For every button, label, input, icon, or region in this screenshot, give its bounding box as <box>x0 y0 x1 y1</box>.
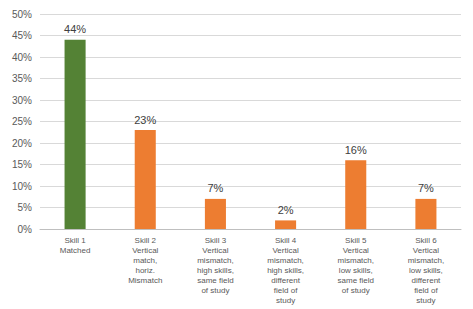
svg-text:0%: 0% <box>18 224 33 235</box>
svg-text:50%: 50% <box>12 9 32 20</box>
svg-text:15%: 15% <box>12 159 32 170</box>
svg-text:Mismatch: Mismatch <box>128 276 162 285</box>
svg-text:25%: 25% <box>12 116 32 127</box>
svg-text:mismatch,: mismatch, <box>338 256 374 265</box>
svg-text:mismatch,: mismatch, <box>197 256 233 265</box>
svg-text:study: study <box>276 296 295 305</box>
svg-text:7%: 7% <box>207 182 223 194</box>
svg-text:Skill 1: Skill 1 <box>64 236 86 245</box>
svg-text:Vertical: Vertical <box>413 246 439 255</box>
svg-text:23%: 23% <box>134 114 156 126</box>
svg-text:Vertical: Vertical <box>202 246 228 255</box>
svg-text:45%: 45% <box>12 30 32 41</box>
svg-text:Vertical: Vertical <box>132 246 158 255</box>
svg-text:Skill 2: Skill 2 <box>135 236 157 245</box>
svg-text:same field: same field <box>338 276 374 285</box>
svg-text:low skills,: low skills, <box>409 266 443 275</box>
svg-text:mismatch,: mismatch, <box>267 256 303 265</box>
svg-text:Vertical: Vertical <box>343 246 369 255</box>
svg-text:Skill 3: Skill 3 <box>205 236 227 245</box>
svg-text:Skill 5: Skill 5 <box>345 236 367 245</box>
svg-text:7%: 7% <box>418 182 434 194</box>
svg-text:2%: 2% <box>278 204 294 216</box>
svg-text:5%: 5% <box>18 202 33 213</box>
svg-text:30%: 30% <box>12 95 32 106</box>
svg-text:44%: 44% <box>64 23 86 35</box>
svg-text:study: study <box>416 296 435 305</box>
svg-text:40%: 40% <box>12 52 32 63</box>
svg-text:Vertical: Vertical <box>272 246 298 255</box>
svg-text:low skills,: low skills, <box>339 266 373 275</box>
svg-text:16%: 16% <box>345 144 367 156</box>
svg-text:Matched: Matched <box>60 246 91 255</box>
svg-text:field of: field of <box>274 286 298 295</box>
svg-text:high skills,: high skills, <box>197 266 234 275</box>
svg-text:different: different <box>271 276 301 285</box>
svg-text:20%: 20% <box>12 138 32 149</box>
svg-text:mismatch,: mismatch, <box>408 256 444 265</box>
svg-text:same field: same field <box>197 276 233 285</box>
svg-text:high skills,: high skills, <box>267 266 304 275</box>
svg-text:field of: field of <box>414 286 438 295</box>
svg-text:35%: 35% <box>12 73 32 84</box>
svg-text:match,: match, <box>133 256 157 265</box>
svg-text:10%: 10% <box>12 181 32 192</box>
svg-text:Skill 6: Skill 6 <box>415 236 437 245</box>
svg-text:different: different <box>412 276 442 285</box>
svg-text:horiz.: horiz. <box>135 266 155 275</box>
svg-text:Skill 4: Skill 4 <box>275 236 297 245</box>
svg-text:of study: of study <box>342 286 370 295</box>
svg-text:of study: of study <box>201 286 229 295</box>
